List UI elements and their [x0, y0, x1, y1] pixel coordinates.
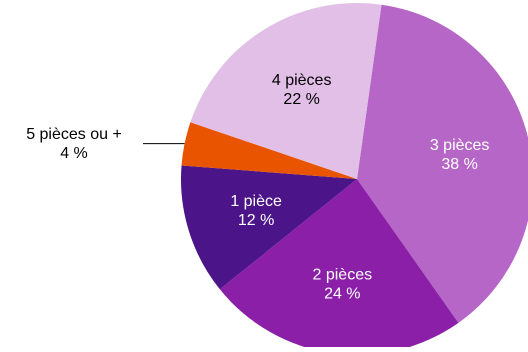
- slice-value-1-piece: 12 %: [238, 212, 274, 229]
- slice-label-3-pieces: 3 pièces: [430, 137, 490, 154]
- slice-label-5-pieces-ou: 5 pièces ou +: [26, 126, 122, 143]
- slice-label-1-piece: 1 pièce: [230, 193, 282, 210]
- slice-value-5-pieces-ou: 4 %: [60, 145, 88, 162]
- slice-label-2-pieces: 2 pièces: [313, 267, 373, 284]
- slice-label-4-pieces: 4 pièces: [272, 72, 332, 89]
- slice-value-3-pieces: 38 %: [441, 156, 477, 173]
- slice-value-2-pieces: 24 %: [324, 286, 360, 303]
- slice-value-4-pieces: 22 %: [283, 91, 319, 108]
